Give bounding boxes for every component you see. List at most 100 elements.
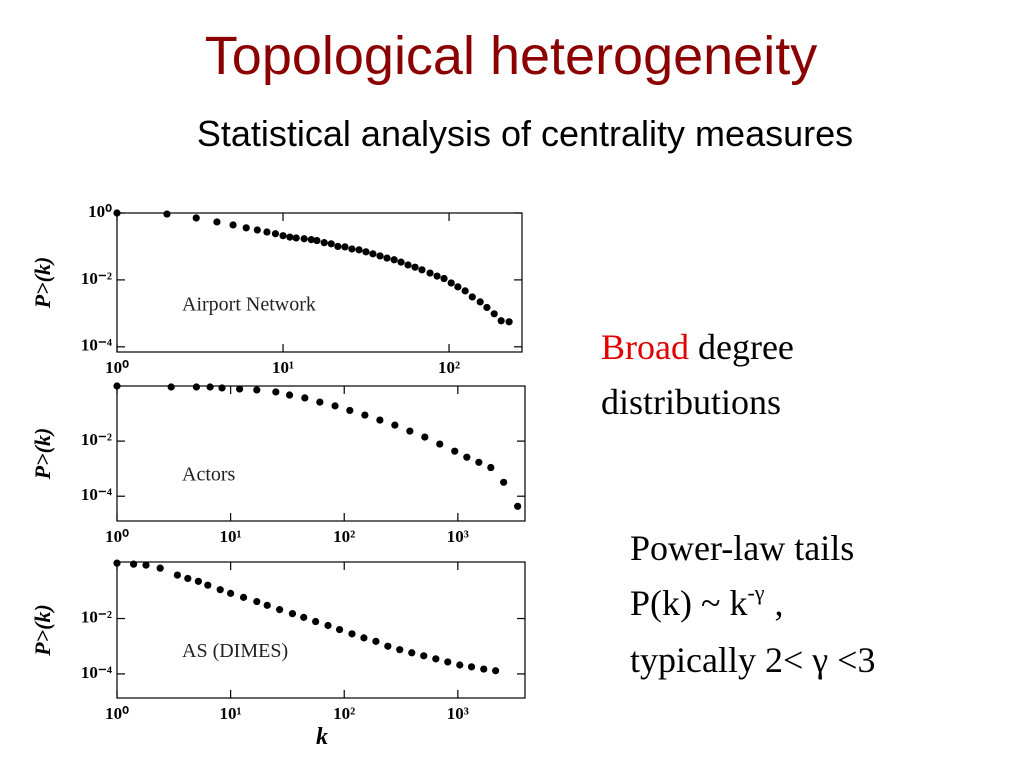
point	[360, 634, 368, 642]
point	[163, 210, 171, 218]
point	[391, 421, 399, 429]
x-tick-label: 10²	[333, 527, 355, 546]
x-tick-label: 10³	[447, 704, 469, 723]
x-tick-label: 10²	[333, 704, 355, 723]
point	[404, 261, 412, 269]
point	[355, 246, 363, 254]
point	[173, 571, 181, 579]
y-axis-label: P>(k)	[30, 257, 55, 310]
point	[300, 235, 308, 243]
point	[500, 478, 508, 486]
point	[271, 230, 280, 238]
point	[468, 293, 476, 301]
point	[348, 630, 356, 638]
point	[454, 283, 462, 291]
x-tick-label: 10⁰	[105, 704, 129, 723]
point	[279, 232, 287, 240]
point	[327, 240, 335, 248]
point	[483, 303, 491, 312]
point	[376, 416, 384, 424]
x-tick-label: 10⁰	[105, 358, 129, 377]
point	[113, 559, 121, 567]
power-law-line3: typically 2< γ <3	[630, 640, 875, 680]
point	[320, 239, 328, 247]
point	[300, 613, 308, 621]
point	[292, 234, 300, 242]
point	[436, 440, 444, 448]
plot-frame	[116, 212, 523, 353]
point	[301, 394, 309, 402]
point	[362, 248, 370, 256]
point	[239, 593, 248, 601]
exponent: -γ	[747, 580, 764, 605]
slide-title: Topological heterogeneity	[205, 26, 817, 86]
point	[272, 388, 280, 396]
x-tick-label: 10¹	[220, 704, 242, 723]
point	[253, 386, 261, 394]
point	[456, 661, 464, 669]
point	[444, 658, 452, 666]
point	[156, 564, 164, 572]
x-tick-label: 10²	[438, 358, 460, 377]
point	[383, 254, 391, 262]
point	[426, 269, 434, 277]
point	[463, 453, 471, 461]
point	[242, 224, 250, 232]
point	[307, 236, 315, 244]
y-tick-label: 10⁻²	[81, 269, 112, 288]
point	[418, 266, 426, 274]
point	[142, 561, 150, 569]
point	[130, 560, 138, 568]
formula: P(k) ~ k	[630, 583, 747, 623]
point	[480, 665, 488, 673]
x-tick-label: 10⁰	[105, 527, 129, 546]
point	[213, 218, 221, 226]
point	[487, 463, 495, 472]
point	[514, 502, 522, 510]
chart-annotation: Airport Network	[182, 293, 316, 315]
point	[334, 242, 342, 251]
point	[411, 263, 419, 271]
point	[492, 667, 500, 675]
point	[263, 601, 271, 609]
y-tick-label: 10⁰	[88, 202, 112, 221]
point	[461, 287, 469, 295]
point	[390, 256, 398, 264]
point	[206, 383, 214, 391]
point	[497, 317, 505, 325]
point	[113, 382, 121, 390]
y-axis-label: P>(k)	[30, 428, 55, 481]
chart-annotation: Actors	[182, 464, 236, 486]
chart-annotation: AS (DIMES)	[182, 640, 288, 662]
point	[324, 621, 332, 630]
point	[505, 318, 513, 326]
power-law-line1: Power-law tails	[630, 528, 854, 568]
y-tick-label: 10⁻⁴	[81, 663, 112, 682]
comma: ,	[775, 583, 784, 623]
broad-word: degree	[698, 327, 794, 367]
point	[236, 385, 244, 393]
point	[335, 625, 344, 634]
point	[331, 402, 339, 410]
x-tick-label: 10¹	[272, 358, 294, 377]
point	[229, 221, 237, 229]
broad-line2: distributions	[601, 382, 781, 422]
point	[253, 597, 261, 606]
x-tick-label: 10¹	[220, 527, 242, 546]
y-tick-label: 10⁻⁴	[81, 336, 112, 355]
x-tick-label: 10³	[447, 527, 469, 546]
chart: 10⁰ 10¹ 10² 10³ 10⁻² 10⁻⁴ P>(k) Actors	[30, 382, 526, 546]
broad-line: Broad degree	[601, 327, 794, 367]
broad-highlight: Broad	[601, 327, 689, 367]
point	[361, 411, 369, 419]
point	[376, 252, 384, 260]
point	[192, 383, 201, 391]
slide-subtitle: Statistical analysis of centrality measu…	[197, 113, 853, 154]
point	[341, 243, 349, 251]
point	[285, 391, 294, 399]
point	[204, 581, 212, 589]
chart: 10⁰ 10¹ 10² 10³ 10⁻² 10⁻⁴ P>(k) k AS (DIMES)	[30, 559, 526, 750]
point	[397, 258, 405, 266]
point	[348, 245, 356, 253]
